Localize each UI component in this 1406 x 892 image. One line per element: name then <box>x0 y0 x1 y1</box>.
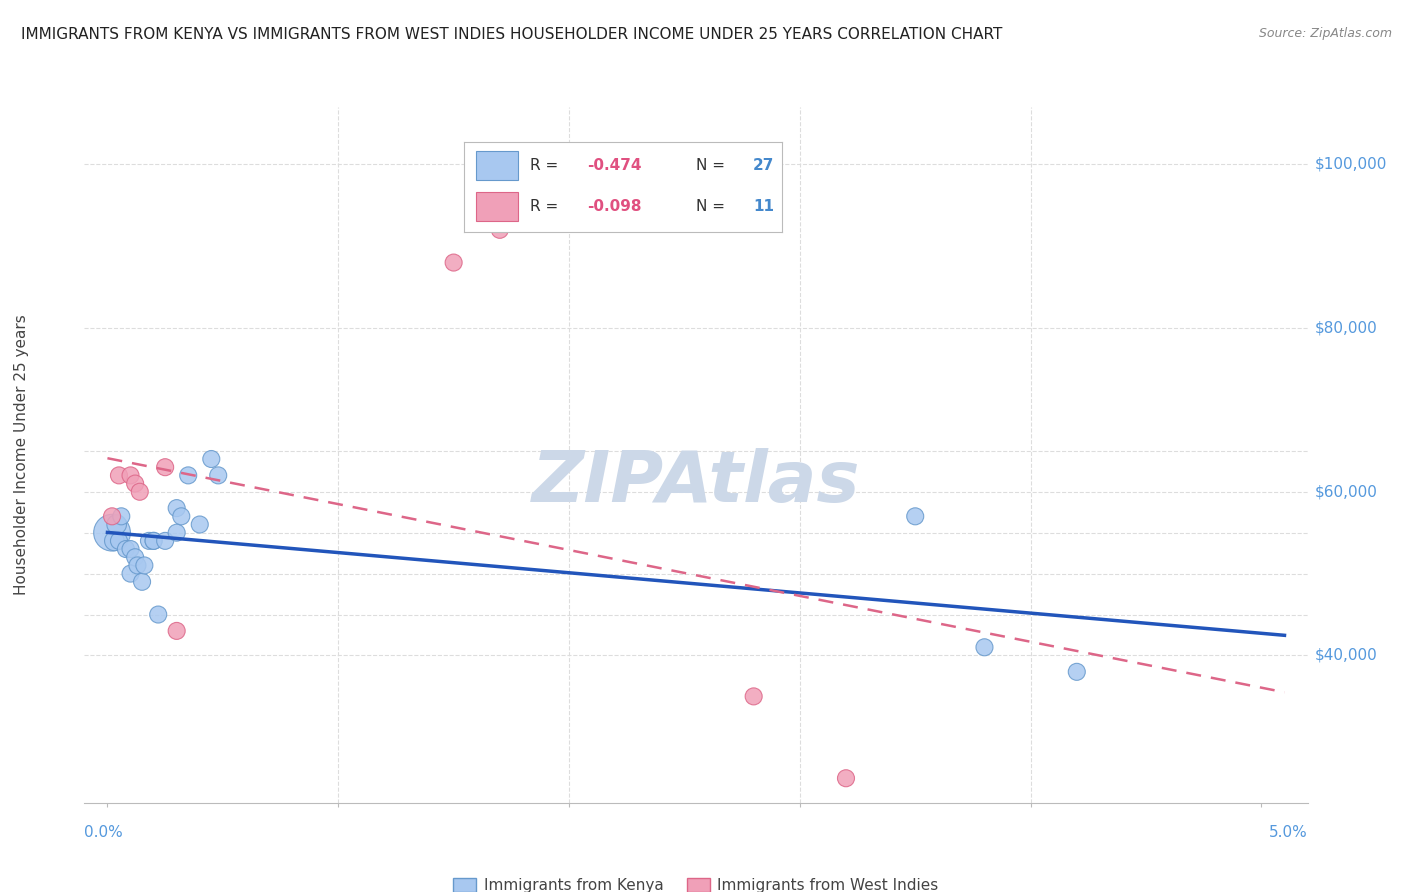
Legend: Immigrants from Kenya, Immigrants from West Indies: Immigrants from Kenya, Immigrants from W… <box>447 872 945 892</box>
Point <box>443 255 465 269</box>
Text: 27: 27 <box>754 158 775 173</box>
Text: -0.474: -0.474 <box>588 158 643 173</box>
Point <box>131 574 153 589</box>
Point <box>138 533 160 548</box>
Text: 0.0%: 0.0% <box>84 825 124 840</box>
Point <box>1066 665 1088 679</box>
Point <box>904 509 927 524</box>
Point <box>108 533 131 548</box>
Point <box>188 517 211 532</box>
Text: $60,000: $60,000 <box>1315 484 1378 500</box>
Point <box>115 542 138 557</box>
Point <box>742 690 765 704</box>
Point <box>207 468 229 483</box>
Point <box>166 501 188 516</box>
Text: N =: N = <box>696 200 730 214</box>
FancyBboxPatch shape <box>477 193 517 221</box>
Point <box>110 509 132 524</box>
Point <box>166 624 188 638</box>
Point <box>134 558 156 573</box>
Point <box>973 640 995 655</box>
Point <box>153 460 176 475</box>
Text: N =: N = <box>696 158 730 173</box>
Point <box>153 533 176 548</box>
Text: 5.0%: 5.0% <box>1268 825 1308 840</box>
Text: ZIPAtlas: ZIPAtlas <box>531 449 860 517</box>
Point <box>142 533 165 548</box>
Point <box>148 607 170 622</box>
Point <box>101 509 124 524</box>
Text: $40,000: $40,000 <box>1315 648 1378 663</box>
Point <box>177 468 200 483</box>
Point <box>166 525 188 540</box>
Point <box>120 468 142 483</box>
Text: $80,000: $80,000 <box>1315 320 1378 335</box>
Text: R =: R = <box>530 158 564 173</box>
Point <box>124 476 146 491</box>
Text: R =: R = <box>530 200 564 214</box>
Point <box>103 533 125 548</box>
Point <box>105 517 128 532</box>
Text: Source: ZipAtlas.com: Source: ZipAtlas.com <box>1258 27 1392 40</box>
Text: -0.098: -0.098 <box>588 200 643 214</box>
Point <box>835 771 858 785</box>
Point <box>120 566 142 581</box>
Point <box>200 452 222 467</box>
Point <box>170 509 193 524</box>
Text: Householder Income Under 25 years: Householder Income Under 25 years <box>14 315 28 595</box>
Point <box>142 533 165 548</box>
Point <box>120 542 142 557</box>
FancyBboxPatch shape <box>477 151 517 180</box>
Text: $100,000: $100,000 <box>1315 157 1386 172</box>
Point <box>124 550 146 565</box>
Text: 11: 11 <box>754 200 773 214</box>
Point <box>101 525 124 540</box>
Text: IMMIGRANTS FROM KENYA VS IMMIGRANTS FROM WEST INDIES HOUSEHOLDER INCOME UNDER 25: IMMIGRANTS FROM KENYA VS IMMIGRANTS FROM… <box>21 27 1002 42</box>
Point <box>108 468 131 483</box>
Point <box>488 223 510 237</box>
Point <box>127 558 149 573</box>
Point <box>128 484 150 499</box>
